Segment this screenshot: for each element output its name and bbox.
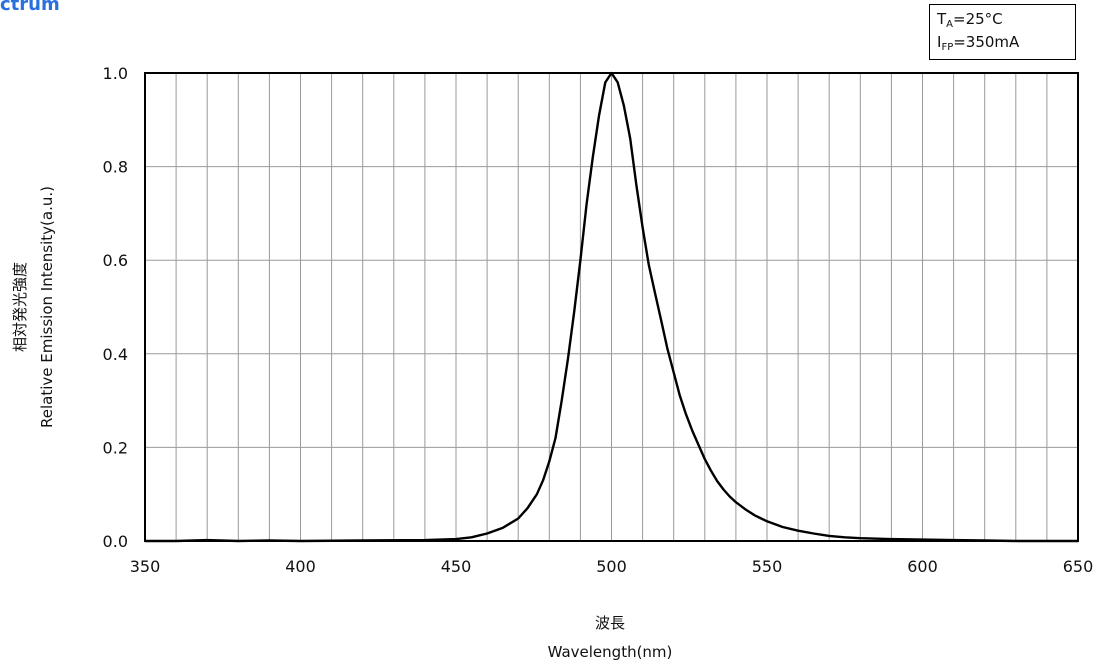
x-tick-label: 650: [1063, 557, 1094, 576]
test-conditions-box: TA=25°C IFP=350mA: [929, 4, 1076, 60]
y-tick-label: 0.8: [103, 158, 128, 177]
y-axis-label-jp: 相対発光強度: [11, 262, 29, 352]
x-axis-label-jp: 波長: [595, 614, 625, 632]
y-tick-label: 0.2: [103, 438, 128, 457]
tick-labels: 350 400 450 500 550 600 650 0.0 0.2 0.4 0.6 0.8 1.0: [103, 64, 1094, 576]
x-tick-label: 350: [130, 557, 161, 576]
x-axis-label: Wavelength(nm): [548, 643, 673, 661]
grid-lines: [145, 73, 1078, 541]
y-tick-label: 0.6: [103, 251, 128, 270]
forward-current-condition: IFP=350mA: [937, 33, 1020, 53]
x-tick-label: 600: [907, 557, 938, 576]
y-tick-label: 1.0: [103, 64, 128, 83]
ambient-temperature-condition: TA=25°C: [937, 10, 1003, 30]
x-tick-label: 450: [441, 557, 472, 576]
y-axis-label: Relative Emission Intensity(a.u.): [38, 186, 56, 428]
spectrum-series-line: [145, 71, 1078, 543]
y-tick-label: 0.0: [103, 532, 128, 551]
x-tick-label: 400: [285, 557, 316, 576]
series-layer: [145, 71, 1078, 543]
x-tick-label: 550: [752, 557, 783, 576]
page-title: ctrum: [0, 0, 60, 15]
y-tick-label: 0.4: [103, 345, 128, 364]
x-tick-label: 500: [596, 557, 627, 576]
